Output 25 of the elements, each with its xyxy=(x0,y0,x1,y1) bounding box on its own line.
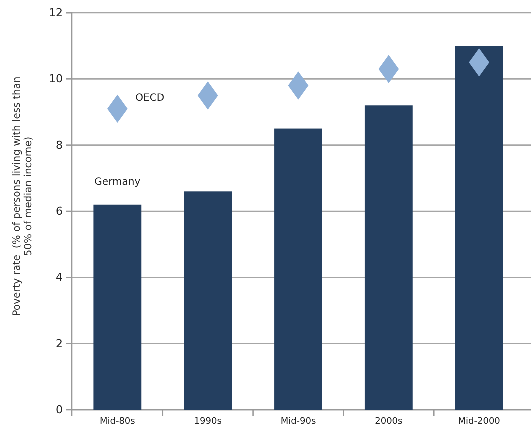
point xyxy=(469,48,490,77)
y-tick-label: 10 xyxy=(49,72,63,86)
y-tick-label: 6 xyxy=(56,205,63,218)
y-axis-title: Poverty rate (% of persons living with less than 50% of median income) xyxy=(12,76,34,316)
x-tick-label: Mid-80s xyxy=(100,416,136,427)
bar xyxy=(455,46,504,410)
bar xyxy=(274,128,322,410)
x-tick-label: 2000s xyxy=(375,416,404,427)
point xyxy=(288,72,309,100)
x-tick-label: Mid-2000 xyxy=(458,416,501,427)
bar xyxy=(364,106,413,410)
y-tick-label: 12 xyxy=(49,6,63,20)
x-tick-label: Mid-90s xyxy=(280,416,316,427)
y-tick-label: 0 xyxy=(56,404,63,417)
series-label: Germany xyxy=(94,176,141,188)
point xyxy=(107,94,128,124)
bar xyxy=(94,204,142,410)
y-tick-label: 8 xyxy=(56,138,63,152)
y-tick-label: 4 xyxy=(56,271,63,284)
x-tick-label: 1990s xyxy=(194,416,222,427)
bar xyxy=(184,192,232,410)
y-tick-label: 2 xyxy=(56,337,63,350)
series-label: OECD xyxy=(136,92,165,104)
point xyxy=(378,55,400,84)
point xyxy=(198,82,218,110)
